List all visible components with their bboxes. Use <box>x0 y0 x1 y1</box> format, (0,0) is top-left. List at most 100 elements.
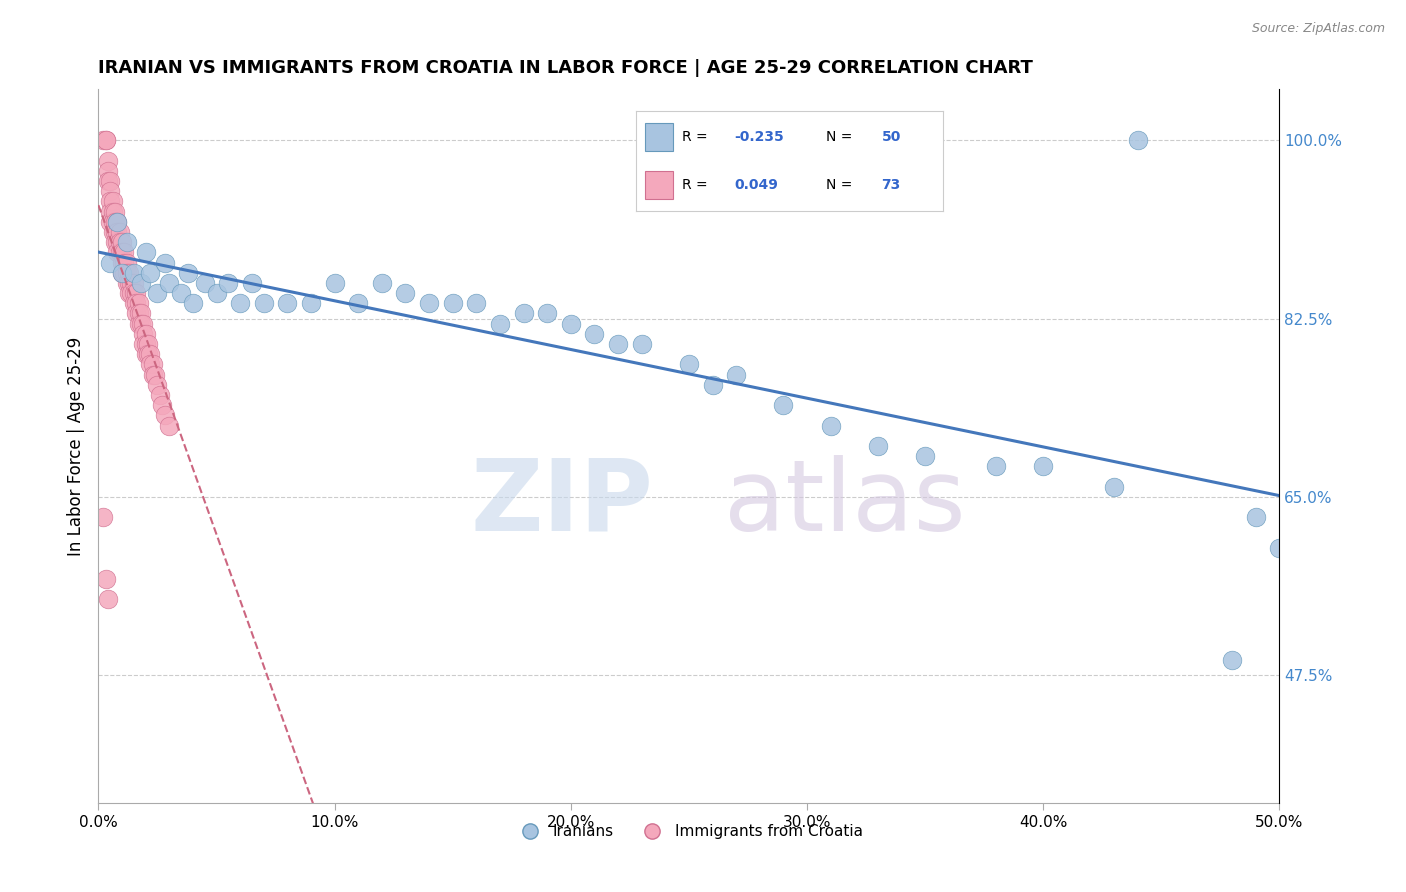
Point <box>418 296 440 310</box>
Point <box>1032 459 1054 474</box>
Point <box>181 296 204 310</box>
Y-axis label: In Labor Force | Age 25-29: In Labor Force | Age 25-29 <box>66 336 84 556</box>
Point <box>217 276 239 290</box>
Point <box>820 418 842 433</box>
Point <box>115 276 138 290</box>
Point <box>111 235 134 249</box>
Point <box>150 398 173 412</box>
Point <box>97 163 120 178</box>
Point <box>112 255 135 269</box>
Point <box>866 439 889 453</box>
Point <box>128 296 150 310</box>
Point <box>129 306 152 320</box>
Point <box>105 215 128 229</box>
Point <box>104 204 127 219</box>
Point <box>253 296 276 310</box>
Point <box>229 296 252 310</box>
Point <box>512 306 534 320</box>
Point <box>394 286 416 301</box>
Point <box>104 225 127 239</box>
Point <box>122 286 145 301</box>
Point <box>132 337 155 351</box>
Point <box>97 174 120 188</box>
Point <box>122 276 145 290</box>
Point <box>98 194 121 209</box>
Point <box>115 235 138 249</box>
Point <box>157 418 180 433</box>
Point <box>1126 133 1149 147</box>
Text: ZIP: ZIP <box>471 455 654 551</box>
Point <box>129 276 152 290</box>
Point <box>94 133 117 147</box>
Point <box>136 347 159 361</box>
Point <box>125 306 148 320</box>
Point <box>607 337 630 351</box>
Point <box>1268 541 1291 555</box>
Point <box>104 215 127 229</box>
Point <box>108 225 131 239</box>
Point <box>914 449 936 463</box>
Point <box>678 358 700 372</box>
Point <box>101 204 124 219</box>
Point <box>177 266 200 280</box>
Point <box>122 296 145 310</box>
Point <box>276 296 298 310</box>
Point <box>135 326 157 341</box>
Point <box>111 255 134 269</box>
Point <box>108 235 131 249</box>
Point <box>136 337 159 351</box>
Point <box>115 255 138 269</box>
Point <box>323 276 346 290</box>
Point <box>583 326 606 341</box>
Point <box>1102 480 1125 494</box>
Point <box>299 296 322 310</box>
Point <box>146 377 169 392</box>
Point <box>128 317 150 331</box>
Point <box>536 306 558 320</box>
Text: atlas: atlas <box>724 455 966 551</box>
Point <box>153 255 176 269</box>
Point <box>112 266 135 280</box>
Point <box>118 266 141 280</box>
Point <box>121 276 143 290</box>
Point <box>97 153 120 168</box>
Point <box>105 215 128 229</box>
Point <box>105 225 128 239</box>
Point <box>118 276 141 290</box>
Point <box>98 215 121 229</box>
Point <box>105 245 128 260</box>
Point <box>135 245 157 260</box>
Point <box>118 286 141 301</box>
Point <box>98 204 121 219</box>
Point <box>371 276 394 290</box>
Point <box>129 317 152 331</box>
Point <box>98 174 121 188</box>
Point <box>702 377 724 392</box>
Point <box>725 368 748 382</box>
Point <box>157 276 180 290</box>
Point <box>984 459 1007 474</box>
Point <box>146 286 169 301</box>
Point <box>105 235 128 249</box>
Point <box>139 347 162 361</box>
Point <box>112 245 135 260</box>
Point <box>772 398 794 412</box>
Point <box>91 133 114 147</box>
Point <box>111 245 134 260</box>
Point <box>122 266 145 280</box>
Point <box>101 215 124 229</box>
Point <box>101 225 124 239</box>
Point <box>94 133 117 147</box>
Point <box>347 296 370 310</box>
Point <box>630 337 652 351</box>
Point <box>132 317 155 331</box>
Point <box>142 358 165 372</box>
Point <box>111 266 134 280</box>
Point <box>170 286 193 301</box>
Point <box>1220 653 1243 667</box>
Text: Source: ZipAtlas.com: Source: ZipAtlas.com <box>1251 22 1385 36</box>
Point <box>97 591 120 606</box>
Point <box>94 572 117 586</box>
Point <box>132 326 155 341</box>
Point <box>108 245 131 260</box>
